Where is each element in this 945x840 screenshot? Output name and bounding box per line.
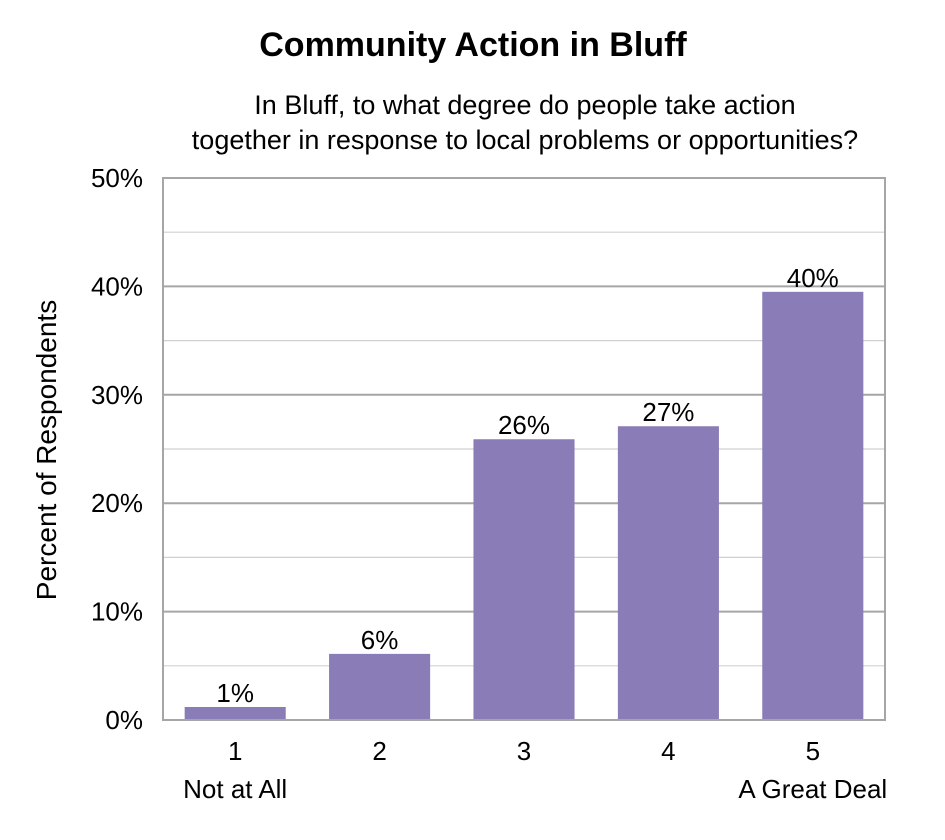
y-tick-label: 40% — [91, 271, 143, 301]
bar — [184, 706, 286, 720]
bar — [329, 653, 431, 720]
chart-title: Community Action in Bluff — [259, 26, 687, 64]
subtitle-line-2: together in response to local problems o… — [191, 125, 859, 155]
bar — [617, 426, 719, 720]
data-label: 6% — [361, 625, 399, 655]
x-tick-label: 4 — [661, 736, 675, 766]
y-tick-label: 10% — [91, 597, 143, 627]
y-axis-title: Percent of Respondents — [31, 300, 62, 600]
y-tick-label: 50% — [91, 163, 143, 193]
y-tick-label: 0% — [105, 705, 143, 735]
x-tick-label: 1 — [228, 736, 242, 766]
axis-layer — [162, 177, 886, 721]
y-tick-label: 30% — [91, 380, 143, 410]
data-label: 27% — [642, 397, 694, 427]
bar — [762, 291, 864, 720]
data-label: 40% — [787, 263, 839, 293]
x-tick-label: 2 — [372, 736, 386, 766]
x-tick-label: 5 — [806, 736, 820, 766]
plot-frame — [162, 177, 886, 721]
subtitle-line-1: In Bluff, to what degree do people take … — [254, 90, 796, 120]
x-tick-sublabel: A Great Deal — [738, 774, 887, 804]
x-tick-label: 3 — [517, 736, 531, 766]
data-label: 26% — [498, 410, 550, 440]
label-layer: 0% 10% 20% 30% 40% 50% 1% 1 Not at All 6% 2 26% 3 27%… — [91, 163, 887, 804]
chart-subtitle: In Bluff, to what degree do people take … — [120, 88, 930, 158]
bar — [473, 439, 575, 720]
y-tick-label: 20% — [91, 488, 143, 518]
data-label: 1% — [216, 678, 254, 708]
bar-layer — [184, 291, 864, 720]
x-tick-sublabel: Not at All — [183, 774, 287, 804]
